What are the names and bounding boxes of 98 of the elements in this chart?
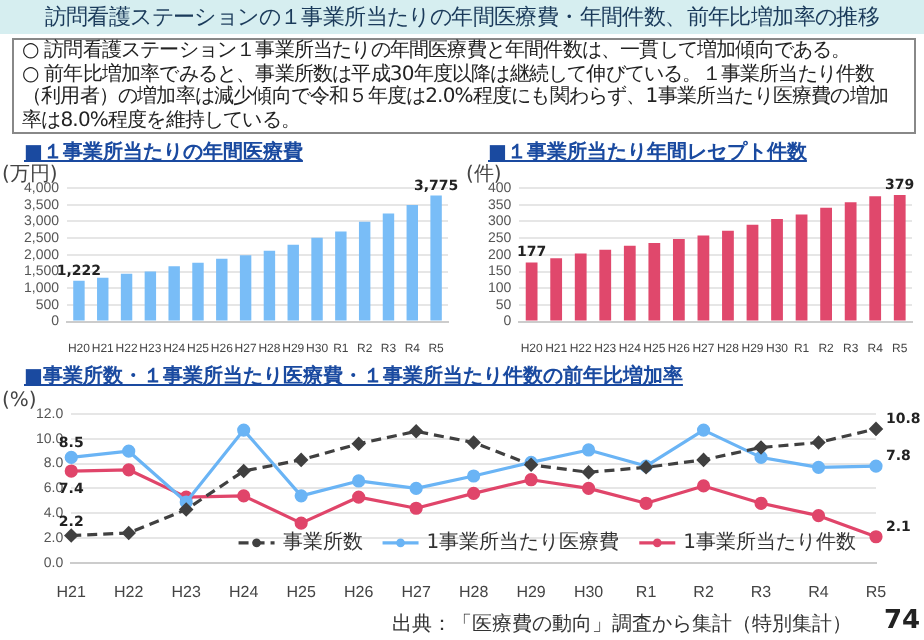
point bbox=[122, 463, 136, 477]
bar bbox=[844, 202, 857, 321]
point bbox=[581, 481, 596, 495]
chart-title: ■１事業所当たり年間レセプト件数 bbox=[488, 138, 807, 164]
point bbox=[811, 509, 826, 523]
bar bbox=[239, 255, 252, 321]
point bbox=[811, 460, 826, 474]
point bbox=[237, 423, 251, 437]
point bbox=[639, 496, 653, 510]
bar bbox=[771, 219, 783, 321]
point bbox=[754, 450, 768, 464]
x-tick-label: H23 bbox=[171, 582, 202, 601]
legend-label: 事業所数 bbox=[282, 529, 363, 554]
bar bbox=[623, 245, 636, 321]
point bbox=[237, 489, 251, 503]
bar bbox=[697, 235, 710, 321]
x-tick-label: H21 bbox=[56, 582, 88, 601]
x-tick-label: H27 bbox=[401, 582, 432, 601]
point bbox=[467, 486, 481, 500]
bar bbox=[406, 205, 418, 321]
x-tick-label: R1 bbox=[635, 582, 658, 601]
point bbox=[467, 435, 481, 450]
text: ○ 前年比増加率でみると、事業所数は平成30年度以降は継続して伸びている。１事業所当たり件数（利用者）の増加率は減少傾向で令和５年度は2.0%程度にも関わらず、1事業所当たり医療費の増加率は8.0%程度を維持している。 bbox=[22, 63, 890, 132]
point bbox=[352, 474, 366, 488]
bar bbox=[120, 273, 133, 321]
x-tick-label: H29 bbox=[516, 582, 547, 601]
bar bbox=[893, 195, 906, 321]
bar bbox=[525, 262, 538, 321]
x-tick-label: H25 bbox=[286, 582, 317, 601]
text: ○ 訪問看護ステーション１事業所当たりの年間医療費と年間件数は、一貫して増加傾向である。 bbox=[22, 40, 853, 63]
x-tick-label: H26 bbox=[343, 582, 375, 601]
bar bbox=[168, 266, 180, 321]
point bbox=[754, 440, 768, 455]
bar bbox=[869, 196, 882, 321]
bar bbox=[358, 221, 371, 321]
x-tick-label: R5 bbox=[865, 582, 888, 601]
point bbox=[122, 444, 136, 458]
point bbox=[409, 481, 423, 495]
bar bbox=[672, 239, 685, 321]
bar bbox=[335, 231, 347, 321]
x-tick-label: H28 bbox=[458, 582, 490, 601]
point bbox=[754, 496, 768, 510]
chart-title: ■１事業所当たりの年間医療費 bbox=[24, 139, 303, 164]
text: 74 bbox=[884, 606, 921, 636]
point bbox=[581, 465, 596, 479]
bar bbox=[192, 262, 204, 321]
bar bbox=[311, 237, 323, 321]
x-tick-label: H30 bbox=[573, 582, 605, 601]
x-tick-label: H22 bbox=[114, 582, 145, 601]
point bbox=[352, 490, 366, 504]
bar bbox=[599, 249, 612, 321]
point bbox=[352, 437, 366, 451]
bar bbox=[722, 230, 734, 321]
chart-title: ■事業所数・１事業所当たり医療費・１事業所当たり件数の前年比増加率 bbox=[24, 362, 683, 390]
x-tick-label: R3 bbox=[750, 582, 773, 601]
point bbox=[64, 528, 78, 543]
bar bbox=[97, 277, 109, 321]
point bbox=[524, 473, 538, 487]
point bbox=[409, 501, 423, 515]
point bbox=[294, 453, 308, 467]
bar bbox=[820, 207, 832, 321]
bar bbox=[216, 258, 228, 321]
point bbox=[696, 453, 711, 467]
point bbox=[294, 516, 308, 530]
point bbox=[122, 526, 136, 540]
bar bbox=[795, 214, 808, 321]
bar bbox=[746, 224, 759, 321]
point bbox=[869, 459, 883, 473]
point bbox=[409, 424, 423, 438]
source-note: 出典：「医療費の動向」調査から集計（特別集計） bbox=[392, 611, 852, 638]
bar bbox=[73, 280, 85, 321]
legend-label: 1事業所当たり医療費 bbox=[426, 529, 620, 554]
bar bbox=[263, 250, 276, 321]
point bbox=[64, 450, 78, 464]
point bbox=[237, 464, 251, 478]
point bbox=[64, 464, 78, 478]
y-axis-title: (%) bbox=[2, 390, 37, 412]
bar bbox=[144, 271, 157, 321]
point bbox=[179, 502, 193, 517]
point bbox=[581, 443, 596, 457]
x-tick-label: R4 bbox=[808, 582, 830, 601]
bar bbox=[287, 244, 299, 321]
point bbox=[294, 489, 308, 503]
text: 訪問看護ステーションの１事業所当たりの年間医療費・年間件数、前年比増加率の推移 bbox=[0, 0, 924, 34]
x-tick-label: H24 bbox=[229, 582, 260, 601]
bar bbox=[430, 195, 442, 321]
bar bbox=[648, 243, 661, 321]
bar bbox=[382, 213, 395, 321]
point bbox=[696, 479, 711, 493]
point bbox=[869, 422, 883, 436]
point bbox=[811, 435, 826, 450]
x-tick-label: R2 bbox=[693, 582, 715, 601]
point bbox=[467, 469, 481, 483]
legend-label: 1事業所当たり件数 bbox=[683, 529, 857, 554]
bar bbox=[550, 258, 563, 321]
point bbox=[696, 423, 711, 437]
bar bbox=[574, 253, 587, 321]
point bbox=[869, 530, 883, 544]
